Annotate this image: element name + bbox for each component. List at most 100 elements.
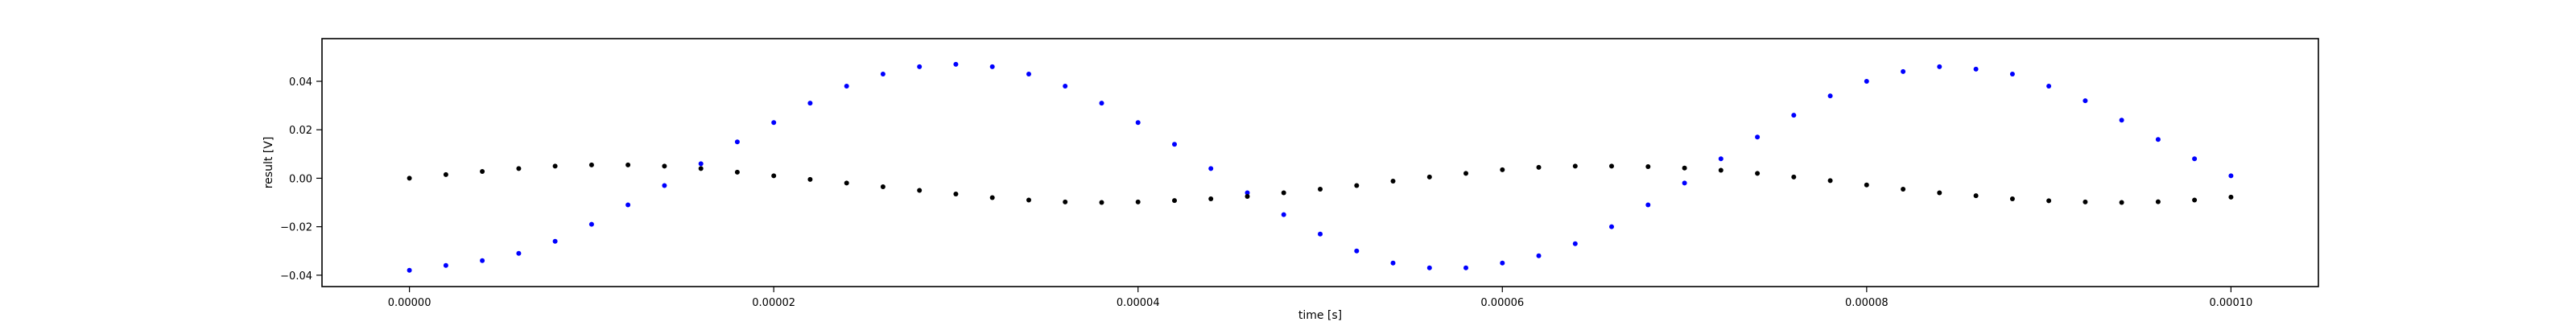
data-point [588, 221, 594, 227]
data-point [1354, 183, 1360, 188]
data-point [516, 166, 522, 171]
y-tick-label: −0.02 [280, 222, 312, 234]
data-point [1755, 134, 1761, 140]
x-tick-label: 0.00002 [752, 297, 795, 309]
plot-area [321, 38, 2319, 287]
data-point [917, 188, 923, 193]
data-point [1755, 171, 1761, 176]
data-point [953, 61, 959, 67]
data-point [1682, 180, 1687, 186]
data-point [989, 195, 995, 200]
data-point [2192, 156, 2198, 162]
data-point [698, 166, 704, 171]
x-tick-label: 0.00010 [2210, 297, 2253, 309]
data-point [2228, 173, 2234, 179]
data-point [1463, 171, 1468, 176]
data-point [1682, 165, 1687, 171]
data-point [1973, 66, 1979, 72]
data-point [1901, 68, 1906, 74]
data-point [2009, 72, 2015, 76]
data-point [1390, 179, 1396, 184]
data-point [588, 162, 594, 167]
data-point [1172, 198, 1177, 204]
data-point [1500, 260, 1505, 266]
series-1 [407, 61, 2234, 273]
data-point [1390, 260, 1396, 266]
data-point [1973, 193, 1979, 199]
data-point [1135, 199, 1141, 204]
data-point [1827, 93, 1833, 99]
data-point [880, 184, 886, 189]
data-point [1245, 190, 1250, 196]
data-point [844, 84, 849, 89]
data-point [698, 161, 704, 167]
data-point [2009, 196, 2015, 201]
data-point [1645, 164, 1651, 169]
data-point [2083, 199, 2088, 204]
data-point [552, 238, 558, 244]
data-point [771, 173, 777, 179]
data-point [443, 171, 448, 177]
data-point [1463, 265, 1468, 270]
data-point [1791, 174, 1797, 180]
data-point [1208, 166, 1214, 171]
data-point [771, 120, 777, 126]
x-tick-label: 0.00008 [1845, 297, 1889, 309]
data-point [2155, 199, 2161, 204]
data-point [953, 192, 959, 196]
data-point [1208, 196, 1214, 201]
data-point [1572, 163, 1578, 169]
data-point [1426, 174, 1432, 180]
data-point [1318, 231, 1323, 237]
data-point [2083, 98, 2088, 104]
data-point [1791, 113, 1797, 118]
data-point [662, 163, 667, 169]
data-point [734, 169, 740, 175]
data-point [2119, 200, 2124, 205]
data-point [625, 162, 631, 167]
data-point [1026, 197, 1031, 203]
y-axis-label: result [V] [262, 137, 275, 189]
data-point [1827, 178, 1833, 184]
y-tick-label: 0.04 [289, 76, 312, 89]
data-point [1099, 200, 1104, 205]
data-point [1645, 202, 1651, 208]
data-point [1426, 265, 1432, 270]
data-point [1937, 64, 1942, 69]
y-tick-label: 0.02 [289, 125, 312, 137]
data-point [2228, 194, 2234, 200]
data-point [480, 258, 485, 263]
data-point [407, 267, 412, 273]
data-point [1026, 72, 1031, 76]
data-point [917, 64, 923, 69]
data-point [2046, 84, 2052, 89]
x-axis: 0.00000 0.00002 0.00004 0.00006 0.00008 0.000… [388, 287, 2253, 309]
data-point [2046, 198, 2052, 204]
data-point [443, 262, 448, 268]
data-point [662, 183, 667, 188]
data-point [1536, 164, 1542, 170]
data-point [1281, 212, 1286, 217]
data-point [480, 169, 485, 174]
data-point [2155, 137, 2161, 142]
data-point [1609, 224, 1614, 229]
data-point [1718, 167, 1724, 173]
y-axis: −0.04 −0.02 0.00 0.02 0.04 [280, 76, 322, 283]
data-point [1718, 156, 1724, 162]
data-point [1245, 194, 1250, 199]
y-tick-label: 0.00 [289, 173, 312, 185]
data-point [880, 72, 886, 76]
series-layer [407, 61, 2234, 273]
data-point [1572, 241, 1578, 246]
data-point [1063, 199, 1068, 204]
data-point [2119, 118, 2124, 123]
data-point [1937, 190, 1942, 196]
data-point [516, 250, 522, 256]
x-tick-label: 0.00004 [1117, 297, 1160, 309]
data-point [1281, 190, 1286, 196]
data-point [1864, 79, 1869, 84]
data-point [1901, 187, 1906, 192]
data-point [1864, 182, 1869, 188]
data-point [1609, 163, 1614, 169]
